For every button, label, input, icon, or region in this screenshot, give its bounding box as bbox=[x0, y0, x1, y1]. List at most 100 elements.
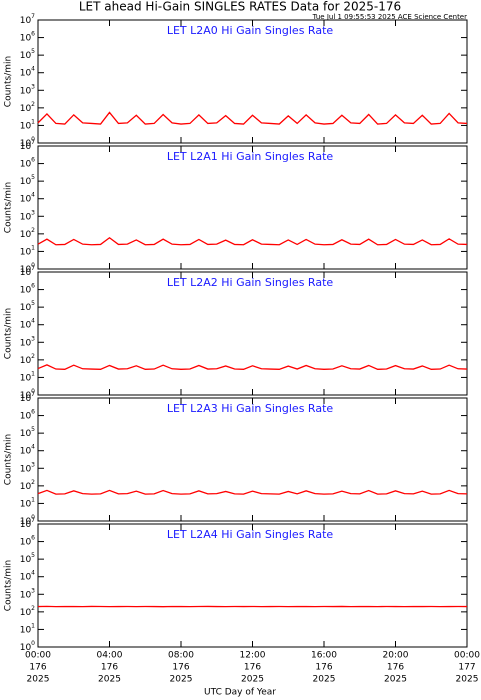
y-tick-label: 104 bbox=[20, 65, 35, 78]
y-tick-exp: 4 bbox=[31, 191, 35, 198]
y-tick-label: 102 bbox=[20, 352, 35, 365]
y-tick-label: 105 bbox=[20, 426, 35, 439]
y-tick-exp: 4 bbox=[31, 317, 35, 324]
y-tick-exp: 2 bbox=[31, 604, 35, 611]
x-tick-year: 2025 bbox=[98, 675, 121, 685]
y-tick-label: 107 bbox=[20, 139, 35, 152]
y-tick-exp: 4 bbox=[31, 443, 35, 450]
y-tick-base: 10 bbox=[20, 607, 32, 617]
y-tick-label: 104 bbox=[20, 317, 35, 330]
y-tick-base: 10 bbox=[20, 159, 32, 169]
y-tick-exp: 5 bbox=[31, 426, 35, 433]
y-tick-exp: 3 bbox=[31, 461, 35, 468]
y-tick-label: 101 bbox=[20, 118, 35, 131]
y-tick-exp: 2 bbox=[31, 226, 35, 233]
x-tick-year: 2025 bbox=[170, 675, 193, 685]
series-line bbox=[37, 489, 468, 495]
y-axis-label: Counts/min bbox=[4, 56, 14, 107]
y-tick-label: 104 bbox=[20, 443, 35, 456]
y-tick-label: 107 bbox=[20, 517, 35, 530]
chart-title: LET ahead Hi-Gain SINGLES RATES Data for… bbox=[79, 0, 401, 14]
y-tick-label: 107 bbox=[20, 391, 35, 404]
y-tick-base: 10 bbox=[20, 142, 32, 152]
series-line bbox=[37, 111, 468, 125]
x-tick-label: 08:00 bbox=[168, 651, 194, 661]
y-tick-base: 10 bbox=[20, 139, 32, 149]
y-tick-base: 10 bbox=[20, 338, 32, 348]
y-tick-base: 10 bbox=[20, 446, 32, 456]
y-tick-label: 103 bbox=[20, 209, 35, 222]
y-tick-base: 10 bbox=[20, 86, 32, 96]
y-tick-label: 105 bbox=[20, 48, 35, 61]
y-tick-base: 10 bbox=[20, 68, 32, 78]
y-tick-exp: 1 bbox=[31, 244, 35, 251]
panel-title: LET L2A3 Hi Gain Singles Rate bbox=[167, 402, 334, 415]
y-tick-exp: 1 bbox=[31, 118, 35, 125]
x-tick-year: 2025 bbox=[384, 675, 407, 685]
y-axis-label: Counts/min bbox=[4, 560, 14, 611]
panel-title: LET L2A4 Hi Gain Singles Rate bbox=[167, 528, 334, 541]
y-axis-label: Counts/min bbox=[4, 182, 14, 233]
y-tick-base: 10 bbox=[20, 520, 32, 530]
y-tick-exp: 1 bbox=[31, 370, 35, 377]
x-tick-year: 2025 bbox=[313, 675, 336, 685]
y-tick-base: 10 bbox=[20, 33, 32, 43]
y-tick-label: 104 bbox=[20, 191, 35, 204]
y-tick-exp: 5 bbox=[31, 552, 35, 559]
y-tick-exp: 7 bbox=[31, 265, 35, 272]
y-tick-label: 107 bbox=[20, 13, 35, 26]
y-tick-exp: 3 bbox=[31, 335, 35, 342]
y-tick-base: 10 bbox=[20, 268, 32, 278]
y-tick-label: 102 bbox=[20, 226, 35, 239]
x-tick-day: 176 bbox=[315, 663, 332, 673]
y-tick-label: 105 bbox=[20, 552, 35, 565]
panel-title: LET L2A1 Hi Gain Singles Rate bbox=[167, 150, 334, 163]
y-tick-label: 100 bbox=[20, 514, 35, 527]
y-tick-label: 101 bbox=[20, 622, 35, 635]
y-tick-base: 10 bbox=[20, 625, 32, 635]
panel-title: LET L2A0 Hi Gain Singles Rate bbox=[167, 24, 334, 37]
y-tick-base: 10 bbox=[20, 464, 32, 474]
y-tick-label: 101 bbox=[20, 244, 35, 257]
y-tick-base: 10 bbox=[20, 411, 32, 421]
x-tick-day: 177 bbox=[458, 663, 475, 673]
y-tick-exp: 7 bbox=[31, 391, 35, 398]
y-tick-base: 10 bbox=[20, 194, 32, 204]
x-tick-year: 2025 bbox=[456, 675, 479, 685]
y-tick-base: 10 bbox=[20, 121, 32, 131]
y-tick-base: 10 bbox=[20, 643, 32, 653]
y-tick-base: 10 bbox=[20, 481, 32, 491]
x-tick-day: 176 bbox=[29, 663, 46, 673]
y-tick-label: 102 bbox=[20, 100, 35, 113]
y-tick-base: 10 bbox=[20, 265, 32, 275]
series-line bbox=[37, 364, 468, 370]
y-tick-label: 100 bbox=[20, 388, 35, 401]
y-tick-label: 100 bbox=[20, 136, 35, 149]
y-tick-exp: 6 bbox=[31, 30, 35, 37]
y-tick-label: 106 bbox=[20, 156, 35, 169]
y-tick-base: 10 bbox=[20, 590, 32, 600]
y-axis-label: Counts/min bbox=[4, 434, 14, 485]
y-axis-label: Counts/min bbox=[4, 308, 14, 359]
x-tick-label: 00:00 bbox=[454, 651, 480, 661]
y-tick-base: 10 bbox=[20, 537, 32, 547]
x-tick-label: 12:00 bbox=[240, 651, 266, 661]
y-tick-label: 104 bbox=[20, 569, 35, 582]
y-tick-base: 10 bbox=[20, 229, 32, 239]
x-tick-year: 2025 bbox=[27, 675, 50, 685]
y-tick-base: 10 bbox=[20, 373, 32, 383]
y-tick-base: 10 bbox=[20, 355, 32, 365]
series-line bbox=[37, 236, 468, 246]
x-tick-day: 176 bbox=[172, 663, 189, 673]
x-tick-day: 176 bbox=[244, 663, 261, 673]
y-tick-label: 106 bbox=[20, 408, 35, 421]
y-tick-label: 103 bbox=[20, 83, 35, 96]
y-tick-base: 10 bbox=[20, 555, 32, 565]
y-tick-exp: 5 bbox=[31, 48, 35, 55]
y-tick-label: 103 bbox=[20, 461, 35, 474]
y-tick-exp: 7 bbox=[31, 13, 35, 20]
x-tick-day: 176 bbox=[387, 663, 404, 673]
x-tick-label: 04:00 bbox=[97, 651, 123, 661]
y-tick-exp: 6 bbox=[31, 156, 35, 163]
